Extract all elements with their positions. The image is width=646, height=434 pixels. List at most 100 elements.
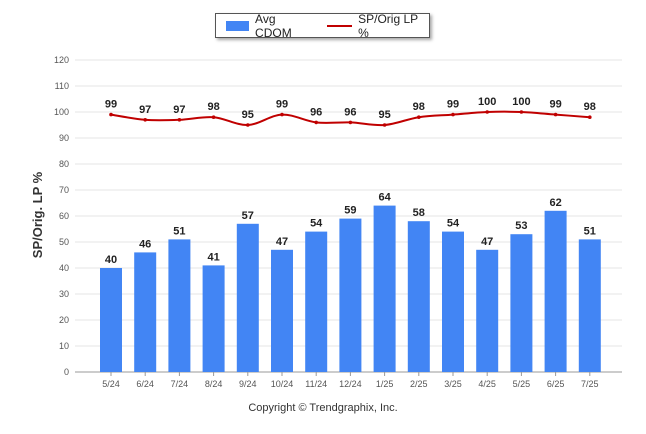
line-point	[417, 115, 421, 119]
bar-value-label: 62	[549, 197, 561, 209]
bar	[407, 221, 430, 372]
legend-label-bars: Avg CDOM	[255, 11, 292, 40]
bar	[510, 234, 533, 372]
bar	[202, 265, 225, 372]
legend-swatch-bar	[226, 20, 250, 31]
bar	[236, 223, 259, 372]
bar	[476, 249, 499, 372]
bar-series: 40 46 51 41 57 47 54 59 64 58 54 47 53 62 51	[100, 192, 601, 372]
line-value-label: 96	[344, 106, 356, 118]
line-point	[553, 112, 558, 117]
bar-value-label: 47	[276, 236, 288, 248]
line-value-label: 100	[478, 96, 496, 108]
line-point	[451, 112, 455, 117]
bar-value-label: 54	[310, 218, 323, 230]
line-value-label: 97	[173, 104, 185, 116]
y-tick-label: 60	[59, 211, 69, 221]
x-axis-ticks: 5/24 6/24 7/24 8/24 9/24 10/24 11/24 12/24 1/25 2…	[102, 372, 599, 389]
line-point	[109, 112, 113, 117]
line-point	[246, 123, 250, 127]
x-tick-label: 10/24	[271, 379, 294, 389]
x-tick-label: 6/24	[136, 379, 154, 389]
x-tick-label: 2/25	[410, 379, 428, 389]
y-tick-label: 10	[59, 341, 69, 351]
y-tick-label: 40	[59, 263, 69, 273]
line-value-label: 98	[413, 101, 425, 113]
x-tick-label: 9/24	[239, 379, 257, 389]
bar-value-label: 53	[515, 220, 527, 232]
y-tick-label: 80	[59, 159, 69, 169]
line-value-label: 100	[512, 96, 530, 108]
y-tick-label: 70	[59, 185, 69, 195]
y-tick-label: 50	[59, 237, 69, 247]
bar-value-label: 46	[139, 238, 151, 250]
line-series: 99 97 97 98 95 99 96 96 95 98 99 100 100 99 98	[105, 96, 596, 127]
line-point	[143, 118, 147, 122]
bar	[271, 249, 293, 372]
line-point	[177, 118, 182, 122]
x-tick-label: 3/25	[444, 379, 462, 389]
x-tick-label: 12/24	[339, 379, 362, 389]
x-tick-label: 4/25	[478, 379, 496, 389]
bar-value-label: 54	[447, 218, 460, 230]
line-point	[211, 115, 216, 119]
legend: Avg CDOM SP/Orig LP %	[215, 12, 430, 40]
bar-value-label: 51	[584, 225, 596, 237]
legend-item-bars[interactable]: Avg CDOM	[216, 12, 313, 40]
bar	[373, 205, 396, 372]
line-point	[348, 120, 353, 125]
x-tick-label: 7/25	[581, 379, 599, 389]
footer-copyright: Copyright © Trendgraphix, Inc.	[248, 402, 398, 414]
line-value-label: 98	[207, 101, 219, 113]
y-axis-label: SP/Orig. LP %	[30, 171, 45, 258]
bar	[305, 231, 328, 372]
bar	[442, 231, 464, 372]
x-tick-label: 1/25	[376, 379, 394, 389]
line-value-label: 95	[378, 109, 390, 121]
x-tick-label: 11/24	[305, 379, 327, 389]
legend-item-line[interactable]: SP/Orig LP %	[313, 12, 429, 40]
line-point	[314, 120, 319, 125]
line-value-label: 96	[310, 106, 322, 118]
x-tick-label: 5/25	[513, 379, 531, 389]
bar-value-label: 57	[242, 210, 254, 222]
bar-value-label: 59	[344, 205, 356, 217]
y-tick-label: 100	[54, 107, 69, 117]
y-tick-label: 30	[59, 289, 69, 299]
bar-value-label: 40	[105, 254, 117, 266]
line-value-label: 99	[276, 99, 288, 111]
y-axis-ticks: 0 10 20 30 40 50 60 70 80 90 100 110 120	[54, 55, 69, 377]
bar	[100, 268, 122, 372]
line-value-label: 99	[105, 99, 117, 111]
legend-label-line: SP/Orig LP %	[358, 11, 418, 40]
line-point	[588, 115, 592, 119]
x-tick-label: 5/24	[102, 379, 120, 389]
bar-value-label: 51	[173, 225, 185, 237]
bar-value-label: 64	[378, 192, 391, 204]
bar	[578, 239, 601, 372]
line-point	[280, 112, 284, 117]
bar-value-label: 58	[413, 207, 425, 219]
bar	[544, 210, 567, 372]
bar-value-label: 41	[207, 251, 219, 263]
y-tick-label: 20	[59, 315, 69, 325]
line-point	[519, 110, 524, 114]
y-tick-label: 0	[64, 367, 69, 377]
line-point	[382, 123, 387, 127]
line-value-label: 95	[242, 109, 254, 121]
legend-swatch-line	[327, 24, 353, 27]
bar	[134, 252, 157, 372]
bar	[339, 218, 362, 372]
line-value-label: 98	[584, 101, 596, 113]
line-value-label: 99	[447, 99, 459, 111]
line-value-label: 97	[139, 104, 151, 116]
line-point	[485, 110, 490, 114]
bar	[168, 239, 191, 372]
bar-value-label: 47	[481, 236, 493, 248]
x-tick-label: 6/25	[547, 379, 565, 389]
x-tick-label: 8/24	[205, 379, 223, 389]
y-tick-label: 120	[54, 55, 69, 65]
y-tick-label: 90	[59, 133, 69, 143]
y-tick-label: 110	[55, 81, 69, 91]
